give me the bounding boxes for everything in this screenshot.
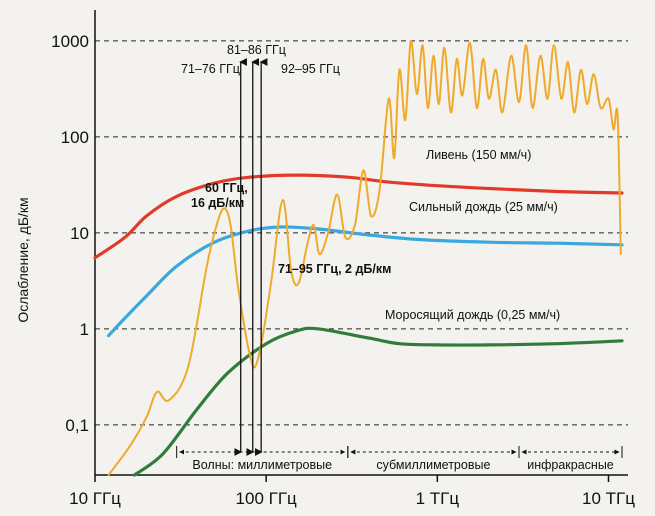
band-infrared: инфракрасные bbox=[518, 446, 623, 472]
y-tick-label-3: 100 bbox=[61, 128, 89, 147]
annotation-92-95ghz: 92–95 ГГц bbox=[281, 62, 340, 76]
y-tick-label-4: 1000 bbox=[51, 32, 89, 51]
band-submillimeter: субмиллиметровые bbox=[347, 446, 520, 472]
annotation-60ghz: 60 ГГц, bbox=[205, 181, 248, 195]
series-label-drizzle: Моросящий дождь (0,25 мм/ч) bbox=[385, 308, 560, 322]
series-label-downpour: Ливень (150 мм/ч) bbox=[426, 148, 531, 162]
band-infrared-label: инфракрасные bbox=[527, 458, 614, 472]
band-millimeter-label: Волны: миллиметровые bbox=[192, 458, 332, 472]
y-axis-title: Ослабление, дБ/км bbox=[15, 197, 31, 322]
band-submillimeter-label: субмиллиметровые bbox=[376, 458, 490, 472]
series-line-heavy-rain bbox=[107, 225, 624, 338]
x-tick-label-0: 10 ГГц bbox=[69, 489, 121, 508]
axes: 0,1 1 10 100 1000 10 ГГц 100 ГГц 1 ТГц 10 ТГц bbox=[51, 10, 635, 508]
annotation-71-95ghz: 71–95 ГГц, 2 дБ/км bbox=[278, 262, 391, 276]
annotation-71-76ghz: 71–76 ГГц bbox=[181, 62, 240, 76]
band-millimeter-label-bg bbox=[186, 456, 339, 472]
band-infrared-label-bg bbox=[523, 456, 618, 472]
band-marker-arrows bbox=[234, 58, 268, 456]
band-submillimeter-label-bg bbox=[371, 456, 496, 472]
wavelength-bands: Волны: миллиметровые субмиллиметровые инфр… bbox=[176, 446, 623, 472]
annotation-60ghz-value: 16 дБ/км bbox=[191, 196, 244, 210]
series-line-drizzle bbox=[132, 326, 624, 477]
x-tick-label-1: 100 ГГц bbox=[236, 489, 297, 508]
band-millimeter: Волны: миллиметровые bbox=[176, 446, 349, 472]
y-tick-label-2: 10 bbox=[70, 224, 89, 243]
series-line-downpour bbox=[93, 173, 624, 260]
series-label-heavy-rain: Сильный дождь (25 мм/ч) bbox=[409, 200, 558, 214]
x-tick-label-3: 10 ТГц bbox=[582, 489, 635, 508]
y-tick-label-1: 1 bbox=[80, 320, 89, 339]
y-tick-label-0: 0,1 bbox=[65, 416, 89, 435]
annotation-81-86ghz: 81–86 ГГц bbox=[227, 43, 286, 57]
x-tick-label-2: 1 ТГц bbox=[416, 489, 460, 508]
grid-lines bbox=[95, 40, 628, 426]
